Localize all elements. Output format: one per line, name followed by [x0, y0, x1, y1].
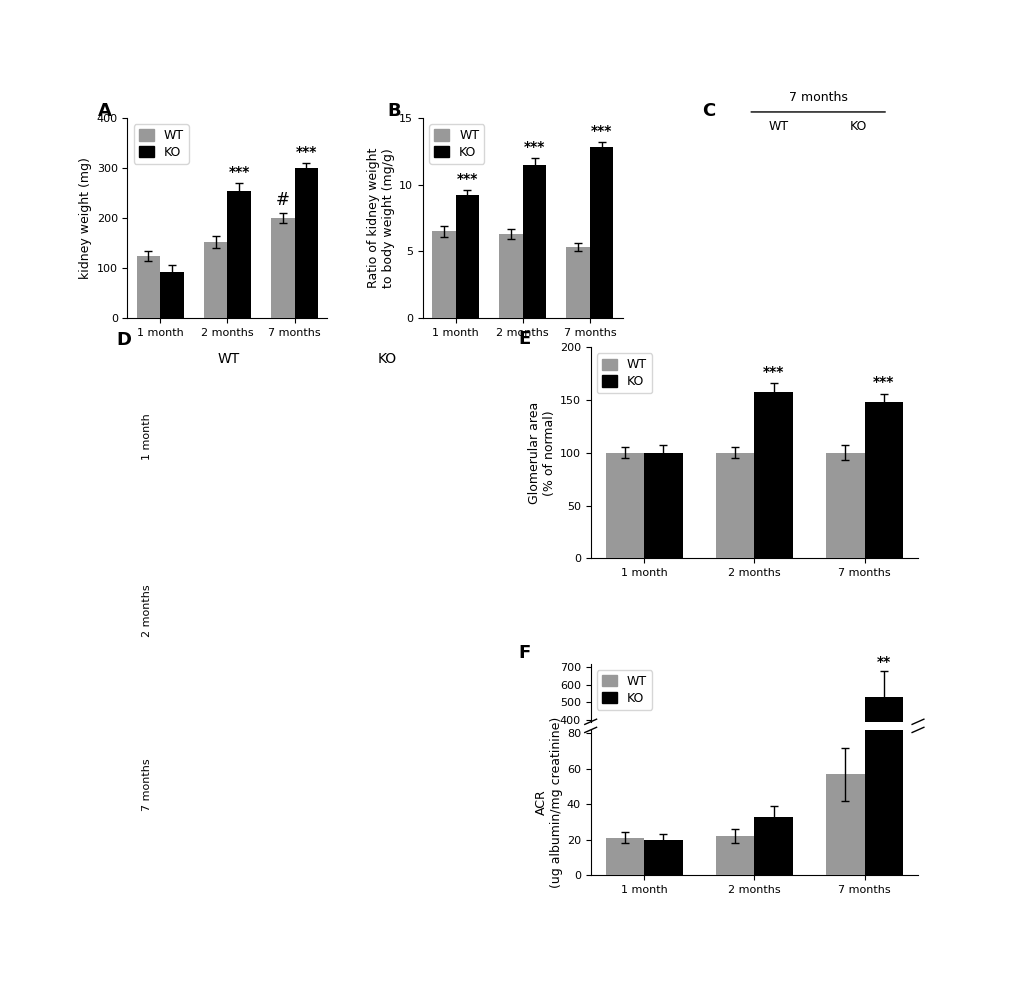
Legend: WT, KO: WT, KO	[596, 354, 651, 393]
Bar	[825, 774, 864, 875]
Bar	[605, 786, 643, 790]
Text: ***: ***	[762, 365, 784, 378]
Bar	[271, 218, 294, 318]
Bar	[204, 242, 227, 318]
Bar	[523, 165, 546, 318]
Bar	[498, 234, 523, 318]
Bar	[754, 784, 792, 790]
Bar	[605, 838, 643, 875]
Text: ***: ***	[524, 140, 545, 154]
Text: ***: ***	[872, 376, 894, 389]
Text: 2 months: 2 months	[142, 585, 152, 637]
Bar	[754, 817, 792, 875]
Text: **: **	[876, 655, 890, 668]
Bar	[605, 453, 643, 558]
Text: 1 month: 1 month	[142, 414, 152, 460]
Bar	[227, 191, 251, 318]
Text: 7 months: 7 months	[142, 759, 152, 812]
Text: F: F	[518, 644, 530, 662]
Bar	[566, 248, 589, 318]
Text: ***: ***	[590, 124, 611, 138]
Bar	[643, 786, 682, 790]
Bar	[754, 391, 792, 558]
Bar	[864, 0, 902, 875]
Text: B: B	[386, 102, 400, 120]
Text: KO: KO	[377, 352, 396, 366]
Legend: WT, KO: WT, KO	[133, 124, 189, 164]
Text: WT: WT	[767, 120, 788, 133]
Text: ***: ***	[457, 172, 478, 186]
Bar	[864, 697, 902, 790]
Bar	[432, 231, 455, 318]
Bar	[715, 786, 754, 790]
Text: A: A	[98, 102, 111, 120]
Text: 7 months: 7 months	[788, 91, 847, 104]
Y-axis label: Glomerular area
(% of normal): Glomerular area (% of normal)	[527, 402, 555, 504]
Bar	[864, 402, 902, 558]
Text: D: D	[116, 331, 131, 349]
Y-axis label: kidney weight (mg): kidney weight (mg)	[79, 157, 93, 279]
Bar	[643, 839, 682, 875]
Text: C: C	[702, 102, 715, 120]
Text: KO: KO	[849, 120, 866, 133]
Bar	[643, 453, 682, 558]
Text: E: E	[518, 330, 530, 348]
Bar	[715, 836, 754, 875]
Legend: WT, KO: WT, KO	[429, 124, 484, 164]
Bar	[825, 453, 864, 558]
Legend: WT, KO: WT, KO	[596, 670, 651, 710]
Bar	[715, 453, 754, 558]
Y-axis label: ACR
(ug albumin/mg creatinine): ACR (ug albumin/mg creatinine)	[534, 717, 562, 888]
Text: #: #	[275, 191, 289, 209]
Bar	[137, 256, 160, 318]
Bar	[825, 781, 864, 790]
Text: WT: WT	[217, 352, 239, 366]
Bar	[160, 272, 183, 318]
Bar	[294, 168, 318, 318]
Y-axis label: Ratio of kidney weight
to body weight (mg/g): Ratio of kidney weight to body weight (m…	[367, 147, 394, 288]
Bar	[589, 147, 612, 318]
Text: ***: ***	[228, 165, 250, 179]
Bar	[455, 196, 479, 318]
Text: ***: ***	[296, 145, 317, 159]
